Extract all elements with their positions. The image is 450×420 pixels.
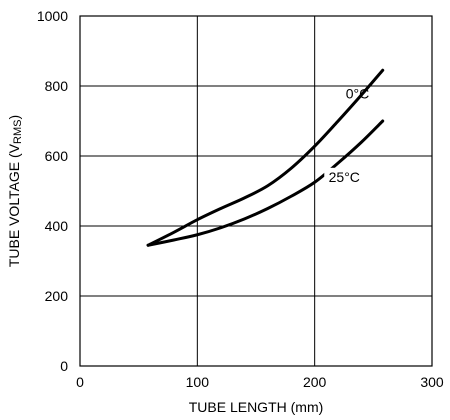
x-tick-label: 200 (303, 374, 327, 390)
grid (80, 16, 432, 366)
y-tick-label: 200 (45, 288, 69, 304)
series-label: 25°C (329, 169, 360, 185)
y-axis-title-suffix: ) (6, 115, 22, 120)
series-label: 0°C (346, 86, 370, 102)
series-line-0 (146, 68, 385, 247)
y-tick-label: 0 (60, 358, 68, 374)
x-tick-label: 0 (76, 374, 84, 390)
y-tick-label: 1000 (37, 8, 68, 24)
tick-labels: 0 100 200 300 0 200 400 600 800 1000 (37, 8, 444, 390)
x-tick-label: 100 (186, 374, 210, 390)
plot-area-frame (79, 15, 433, 367)
y-tick-label: 400 (45, 218, 69, 234)
y-axis-title-subscript: RMS (12, 120, 24, 144)
series-label-background (324, 167, 365, 186)
y-axis-title-prefix: TUBE VOLTAGE (V (6, 143, 22, 267)
y-axis-title: TUBE VOLTAGE (VRMS) (6, 115, 24, 267)
y-tick-label: 600 (45, 148, 69, 164)
series-layer (146, 68, 385, 247)
y-tick-label: 800 (45, 78, 69, 94)
series-labels: 0°C 25°C (324, 86, 369, 186)
x-axis-title: TUBE LENGTH (mm) (189, 399, 324, 415)
series-line-1 (146, 119, 385, 247)
x-tick-label: 300 (420, 374, 444, 390)
